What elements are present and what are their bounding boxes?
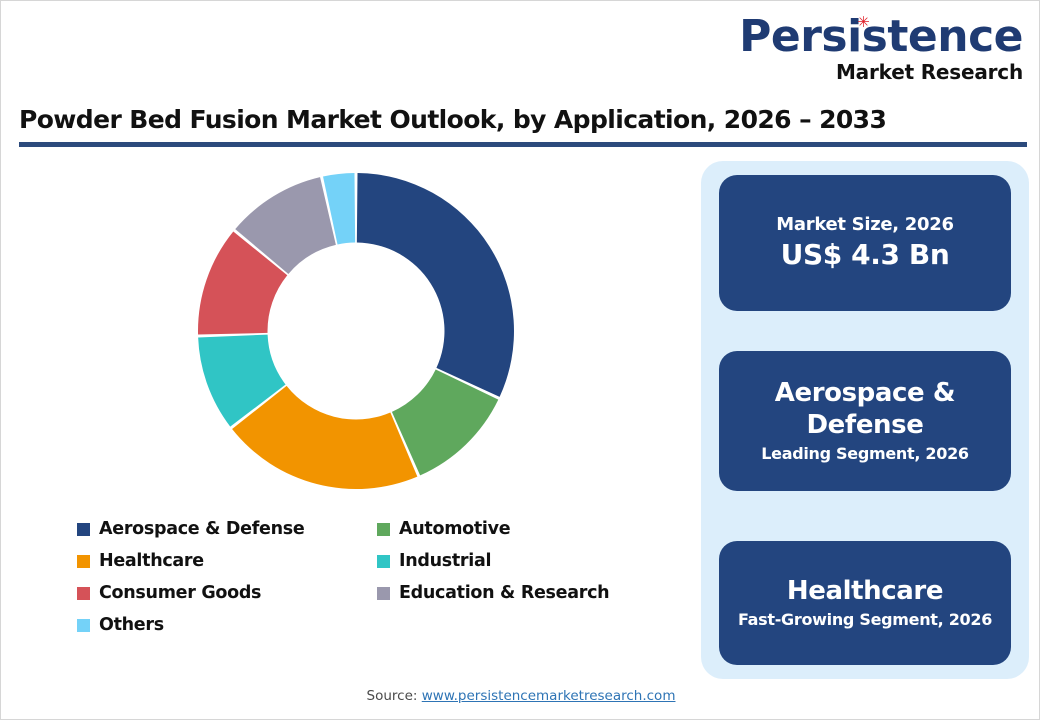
donut-chart-svg <box>198 173 514 489</box>
fast-growing-segment-caption: Fast-Growing Segment, 2026 <box>737 610 993 630</box>
footer: Source: www.persistencemarketresearch.co… <box>1 687 1040 705</box>
brand-logo: Persistence ✳ Market Research <box>739 15 1023 84</box>
legend-item-label: Others <box>99 615 164 635</box>
stat-card-leading-segment: Aerospace & Defense Leading Segment, 202… <box>719 351 1011 491</box>
legend-item-label: Healthcare <box>99 551 204 571</box>
legend-item: Consumer Goods <box>77 577 377 609</box>
stat-card-market-size: Market Size, 2026 US$ 4.3 Bn <box>719 175 1011 311</box>
legend-item-label: Aerospace & Defense <box>99 519 305 539</box>
source-link[interactable]: www.persistencemarketresearch.com <box>421 688 676 704</box>
legend-item: Education & Research <box>377 577 677 609</box>
leading-segment-name: Aerospace & Defense <box>774 377 956 440</box>
legend-swatch-icon <box>77 554 90 568</box>
chart-legend: Aerospace & Defense Automotive Healthcare I… <box>77 513 677 641</box>
legend-swatch-icon <box>377 586 390 600</box>
donut-chart <box>181 161 541 501</box>
legend-swatch-icon <box>77 522 90 536</box>
fast-growing-segment-name: Healthcare <box>786 575 944 606</box>
donut-slice <box>391 369 499 476</box>
title-underline-rule <box>19 142 1027 147</box>
legend-item-label: Automotive <box>399 519 511 539</box>
source-label: Source: <box>366 688 422 704</box>
leading-segment-caption: Leading Segment, 2026 <box>761 444 969 464</box>
brand-name: Persistence ✳ <box>739 15 1023 59</box>
legend-swatch-icon <box>77 586 90 600</box>
legend-swatch-icon <box>377 554 390 568</box>
legend-swatch-icon <box>77 618 90 632</box>
brand-name-text: Persistence <box>739 11 1023 62</box>
legend-item-label: Education & Research <box>399 583 610 603</box>
donut-slice <box>198 231 288 335</box>
legend-item-label: Consumer Goods <box>99 583 262 603</box>
donut-slice <box>356 173 514 397</box>
page-title-text: Powder Bed Fusion Market Outlook, by App… <box>19 105 887 134</box>
asterisk-icon: ✳ <box>857 13 870 31</box>
market-size-value: US$ 4.3 Bn <box>780 238 950 272</box>
brand-tagline: Market Research <box>835 60 1023 84</box>
source-line: Source: www.persistencemarketresearch.co… <box>367 688 676 704</box>
stat-card-fast-growing-segment: Healthcare Fast-Growing Segment, 2026 <box>719 541 1011 665</box>
legend-item-label: Industrial <box>399 551 492 571</box>
donut-slice <box>232 385 418 489</box>
donut-slice <box>323 173 356 245</box>
donut-slice <box>198 334 286 427</box>
legend-item: Industrial <box>377 545 677 577</box>
legend-item: Others <box>77 609 377 641</box>
legend-swatch-icon <box>377 522 390 536</box>
legend-item: Aerospace & Defense <box>77 513 377 545</box>
donut-slice <box>235 177 336 274</box>
market-size-label: Market Size, 2026 <box>776 213 954 235</box>
highlights-panel: Market Size, 2026 US$ 4.3 Bn Aerospace &… <box>701 161 1029 679</box>
page-title: Powder Bed Fusion Market Outlook, by App… <box>19 105 1027 147</box>
legend-item: Healthcare <box>77 545 377 577</box>
legend-item: Automotive <box>377 513 677 545</box>
